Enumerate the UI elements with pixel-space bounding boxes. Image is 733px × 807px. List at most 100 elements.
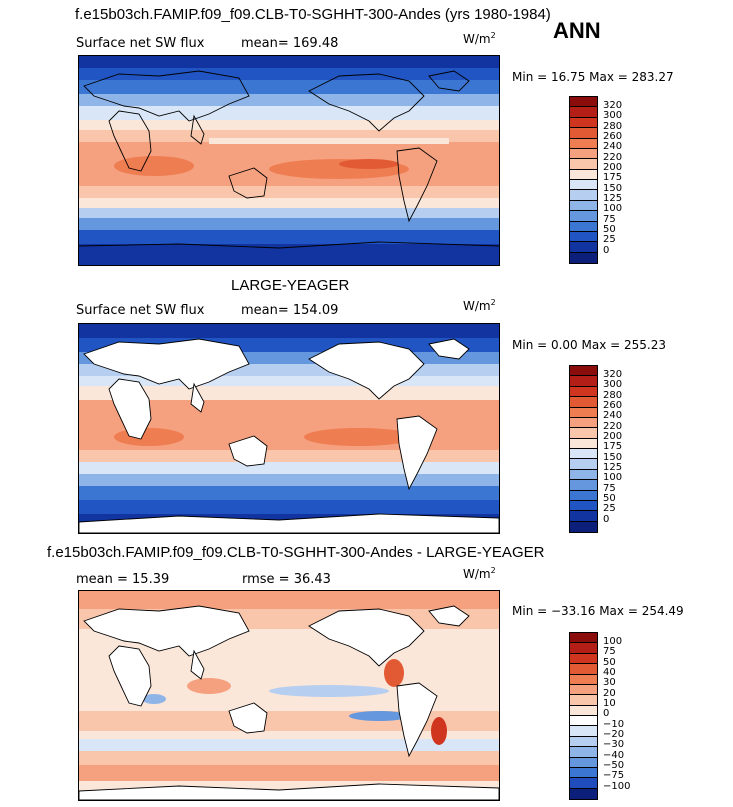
colorbar-label: 75 [603, 646, 616, 657]
panel2-mean: mean= 154.09 [241, 303, 339, 318]
colorbar-swatch [570, 480, 597, 491]
colorbar-swatch [570, 788, 597, 799]
colorbar-label: 20 [603, 688, 616, 699]
colorbar-label: 320 [603, 369, 623, 380]
colorbar-label: 200 [603, 431, 623, 442]
panel2-minmax: Min = 0.00 Max = 255.23 [512, 338, 666, 352]
colorbar-swatch [570, 500, 597, 512]
colorbar-label: 175 [603, 172, 623, 183]
colorbar-label: −20 [603, 729, 625, 740]
panel1-variable: Surface net SW flux [76, 36, 205, 51]
colorbar-swatch [570, 767, 597, 779]
colorbar-label: −10 [603, 719, 625, 730]
panel3-mean: mean = 15.39 [76, 572, 170, 587]
colorbar-swatch [570, 190, 597, 201]
colorbar-swatch [570, 397, 597, 408]
colorbar-label: 40 [603, 667, 616, 678]
colorbar-label: 50 [603, 657, 616, 668]
colorbar-label: 320 [603, 100, 623, 111]
colorbar-swatch [570, 252, 597, 263]
colorbar-label: 0 [603, 245, 610, 256]
colorbar-label: 300 [603, 379, 623, 390]
colorbar-swatch [570, 521, 597, 532]
colorbar-label: 240 [603, 141, 623, 152]
colorbar-swatch [570, 438, 597, 449]
colorbar-label: 30 [603, 677, 616, 688]
colorbar-label: 25 [603, 234, 616, 245]
colorbar-label: −40 [603, 750, 625, 761]
panel3-heading: f.e15b03ch.FAMIP.f09_f09.CLB-T0-SGHHT-30… [47, 544, 545, 561]
colorbar-label: 25 [603, 503, 616, 514]
colorbar-swatch [570, 511, 597, 522]
colorbar-swatch [570, 736, 597, 748]
colorbar-label: −30 [603, 739, 625, 750]
colorbar-label: 0 [603, 514, 610, 525]
colorbar-swatch [570, 664, 597, 675]
panel1-minmax: Min = 16.75 Max = 283.27 [512, 70, 674, 84]
panel3-minmax: Min = −33.16 Max = 254.49 [512, 604, 684, 618]
colorbar-label: 300 [603, 110, 623, 121]
colorbar-label: 100 [603, 203, 623, 214]
colorbar-swatch [570, 211, 597, 222]
colorbar-swatch [570, 407, 597, 418]
panel3-colorbar [569, 632, 598, 800]
colorbar-swatch [570, 180, 597, 191]
colorbar-label: 50 [603, 224, 616, 235]
colorbar-swatch [570, 684, 597, 696]
colorbar-swatch [570, 128, 597, 139]
colorbar-swatch [570, 148, 597, 160]
colorbar-swatch [570, 221, 597, 232]
colorbar-swatch [570, 490, 597, 501]
panel2-heading: LARGE-YEAGER [231, 277, 350, 294]
colorbar-label: 280 [603, 121, 623, 132]
colorbar-label: 125 [603, 462, 623, 473]
colorbar-swatch [570, 757, 597, 768]
colorbar-label: −75 [603, 770, 625, 781]
colorbar-label: 150 [603, 452, 623, 463]
colorbar-label: 10 [603, 698, 616, 709]
season-label: ANN [553, 18, 601, 43]
colorbar-swatch [570, 366, 597, 377]
colorbar-label: 175 [603, 441, 623, 452]
colorbar-swatch [570, 386, 597, 398]
colorbar-swatch [570, 469, 597, 481]
colorbar-swatch [570, 138, 597, 149]
colorbar-label: −100 [603, 781, 631, 792]
panel1-units: W/m2 [463, 31, 496, 46]
colorbar-label: −50 [603, 760, 625, 771]
colorbar-label: 75 [603, 214, 616, 225]
colorbar-label: 220 [603, 421, 623, 432]
colorbar-swatch [570, 778, 597, 789]
colorbar-swatch [570, 695, 597, 706]
panel2-colorbar [569, 365, 598, 533]
colorbar-label: 240 [603, 410, 623, 421]
colorbar-label: 100 [603, 636, 623, 647]
colorbar-swatch [570, 716, 597, 727]
colorbar-swatch [570, 643, 597, 654]
colorbar-label: 260 [603, 131, 623, 142]
colorbar-swatch [570, 376, 597, 387]
colorbar-label: 125 [603, 193, 623, 204]
colorbar-label: 150 [603, 183, 623, 194]
colorbar-swatch [570, 107, 597, 118]
colorbar-label: 200 [603, 162, 623, 173]
colorbar-swatch [570, 169, 597, 180]
panel3-units: W/m2 [463, 566, 496, 581]
colorbar-label: 75 [603, 483, 616, 494]
panel1-colorbar [569, 96, 598, 264]
colorbar-swatch [570, 242, 597, 253]
colorbar-swatch [570, 726, 597, 737]
colorbar-swatch [570, 159, 597, 170]
colorbar-label: 0 [603, 708, 610, 719]
panel1-mean: mean= 169.48 [241, 36, 339, 51]
colorbar-swatch [570, 747, 597, 758]
colorbar-swatch [570, 633, 597, 644]
colorbar-swatch [570, 117, 597, 129]
colorbar-swatch [570, 459, 597, 470]
colorbar-label: 280 [603, 390, 623, 401]
colorbar-swatch [570, 428, 597, 439]
colorbar-swatch [570, 705, 597, 716]
main-title: f.e15b03ch.FAMIP.f09_f09.CLB-T0-SGHHT-30… [75, 6, 551, 23]
colorbar-swatch [570, 674, 597, 685]
colorbar-swatch [570, 231, 597, 243]
